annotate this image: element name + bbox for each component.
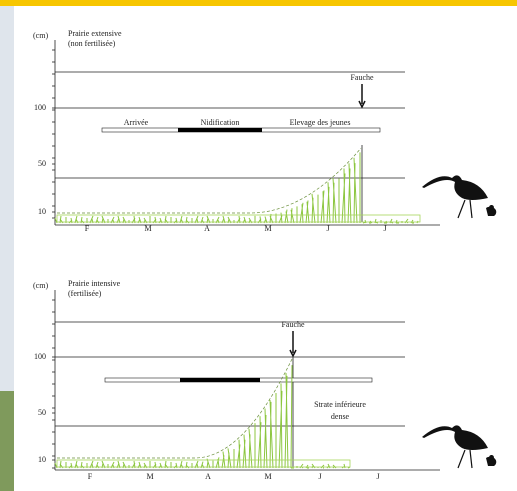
bird	[422, 425, 488, 450]
annotation: Strate inférieure	[314, 400, 366, 409]
side-strip	[0, 6, 14, 391]
mowing-arrow	[359, 84, 365, 107]
mowing-label: Fauche	[350, 73, 374, 82]
unit: (cm)	[33, 31, 48, 40]
month-label: J	[376, 472, 379, 481]
month-label: F	[85, 224, 90, 233]
panel-intensive: (cm) Prairie intensive(fertilisée) 100 50 10…	[33, 279, 496, 481]
month-label: M	[264, 224, 271, 233]
chick	[486, 205, 496, 216]
chick	[486, 455, 496, 466]
figure: (cm) Prairie extensive(non fertilisée) 100…	[0, 0, 517, 491]
grass-band	[57, 460, 350, 467]
month-label: A	[205, 472, 211, 481]
unit: (cm)	[33, 281, 48, 290]
phase-label: Nidification	[201, 118, 240, 127]
y-tick-label: 10	[38, 207, 46, 216]
y-tick-label: 50	[38, 159, 46, 168]
month-label: J	[318, 472, 321, 481]
month-label: M	[264, 472, 271, 481]
side-photo	[0, 391, 14, 491]
grass	[55, 152, 418, 223]
bird-legs	[458, 450, 472, 468]
bird	[422, 175, 488, 200]
panel-title: Prairie intensive	[68, 279, 121, 288]
y-tick-label: 50	[38, 408, 46, 417]
grass-outline	[57, 357, 293, 458]
phase-label: Arrivée	[124, 118, 149, 127]
month-label: M	[146, 472, 153, 481]
month-label: F	[88, 472, 93, 481]
grass-outline	[57, 148, 361, 213]
nesting-bar	[178, 128, 262, 132]
panel-extensive: (cm) Prairie extensive(non fertilisée) 100…	[33, 29, 496, 233]
bird-legs	[458, 200, 472, 218]
page: (cm) Prairie extensive(non fertilisée) 100…	[0, 0, 517, 491]
nesting-bar	[180, 378, 260, 382]
month-label: A	[204, 224, 210, 233]
phase-label: Elevage des jeunes	[290, 118, 351, 127]
panel-subtitle: (non fertilisée)	[68, 39, 116, 48]
month-label: J	[383, 224, 386, 233]
mowing-arrow	[290, 331, 296, 356]
month-label: M	[144, 224, 151, 233]
annotation: dense	[331, 412, 350, 421]
panel-subtitle: (fertilisée)	[68, 289, 102, 298]
y-tick-label: 100	[34, 103, 46, 112]
y-tick-label: 10	[38, 455, 46, 464]
mowing-label: Fauche	[281, 320, 305, 329]
month-label: J	[326, 224, 329, 233]
top-bar	[0, 0, 517, 6]
panel-title: Prairie extensive	[68, 29, 122, 38]
y-tick-label: 100	[34, 352, 46, 361]
